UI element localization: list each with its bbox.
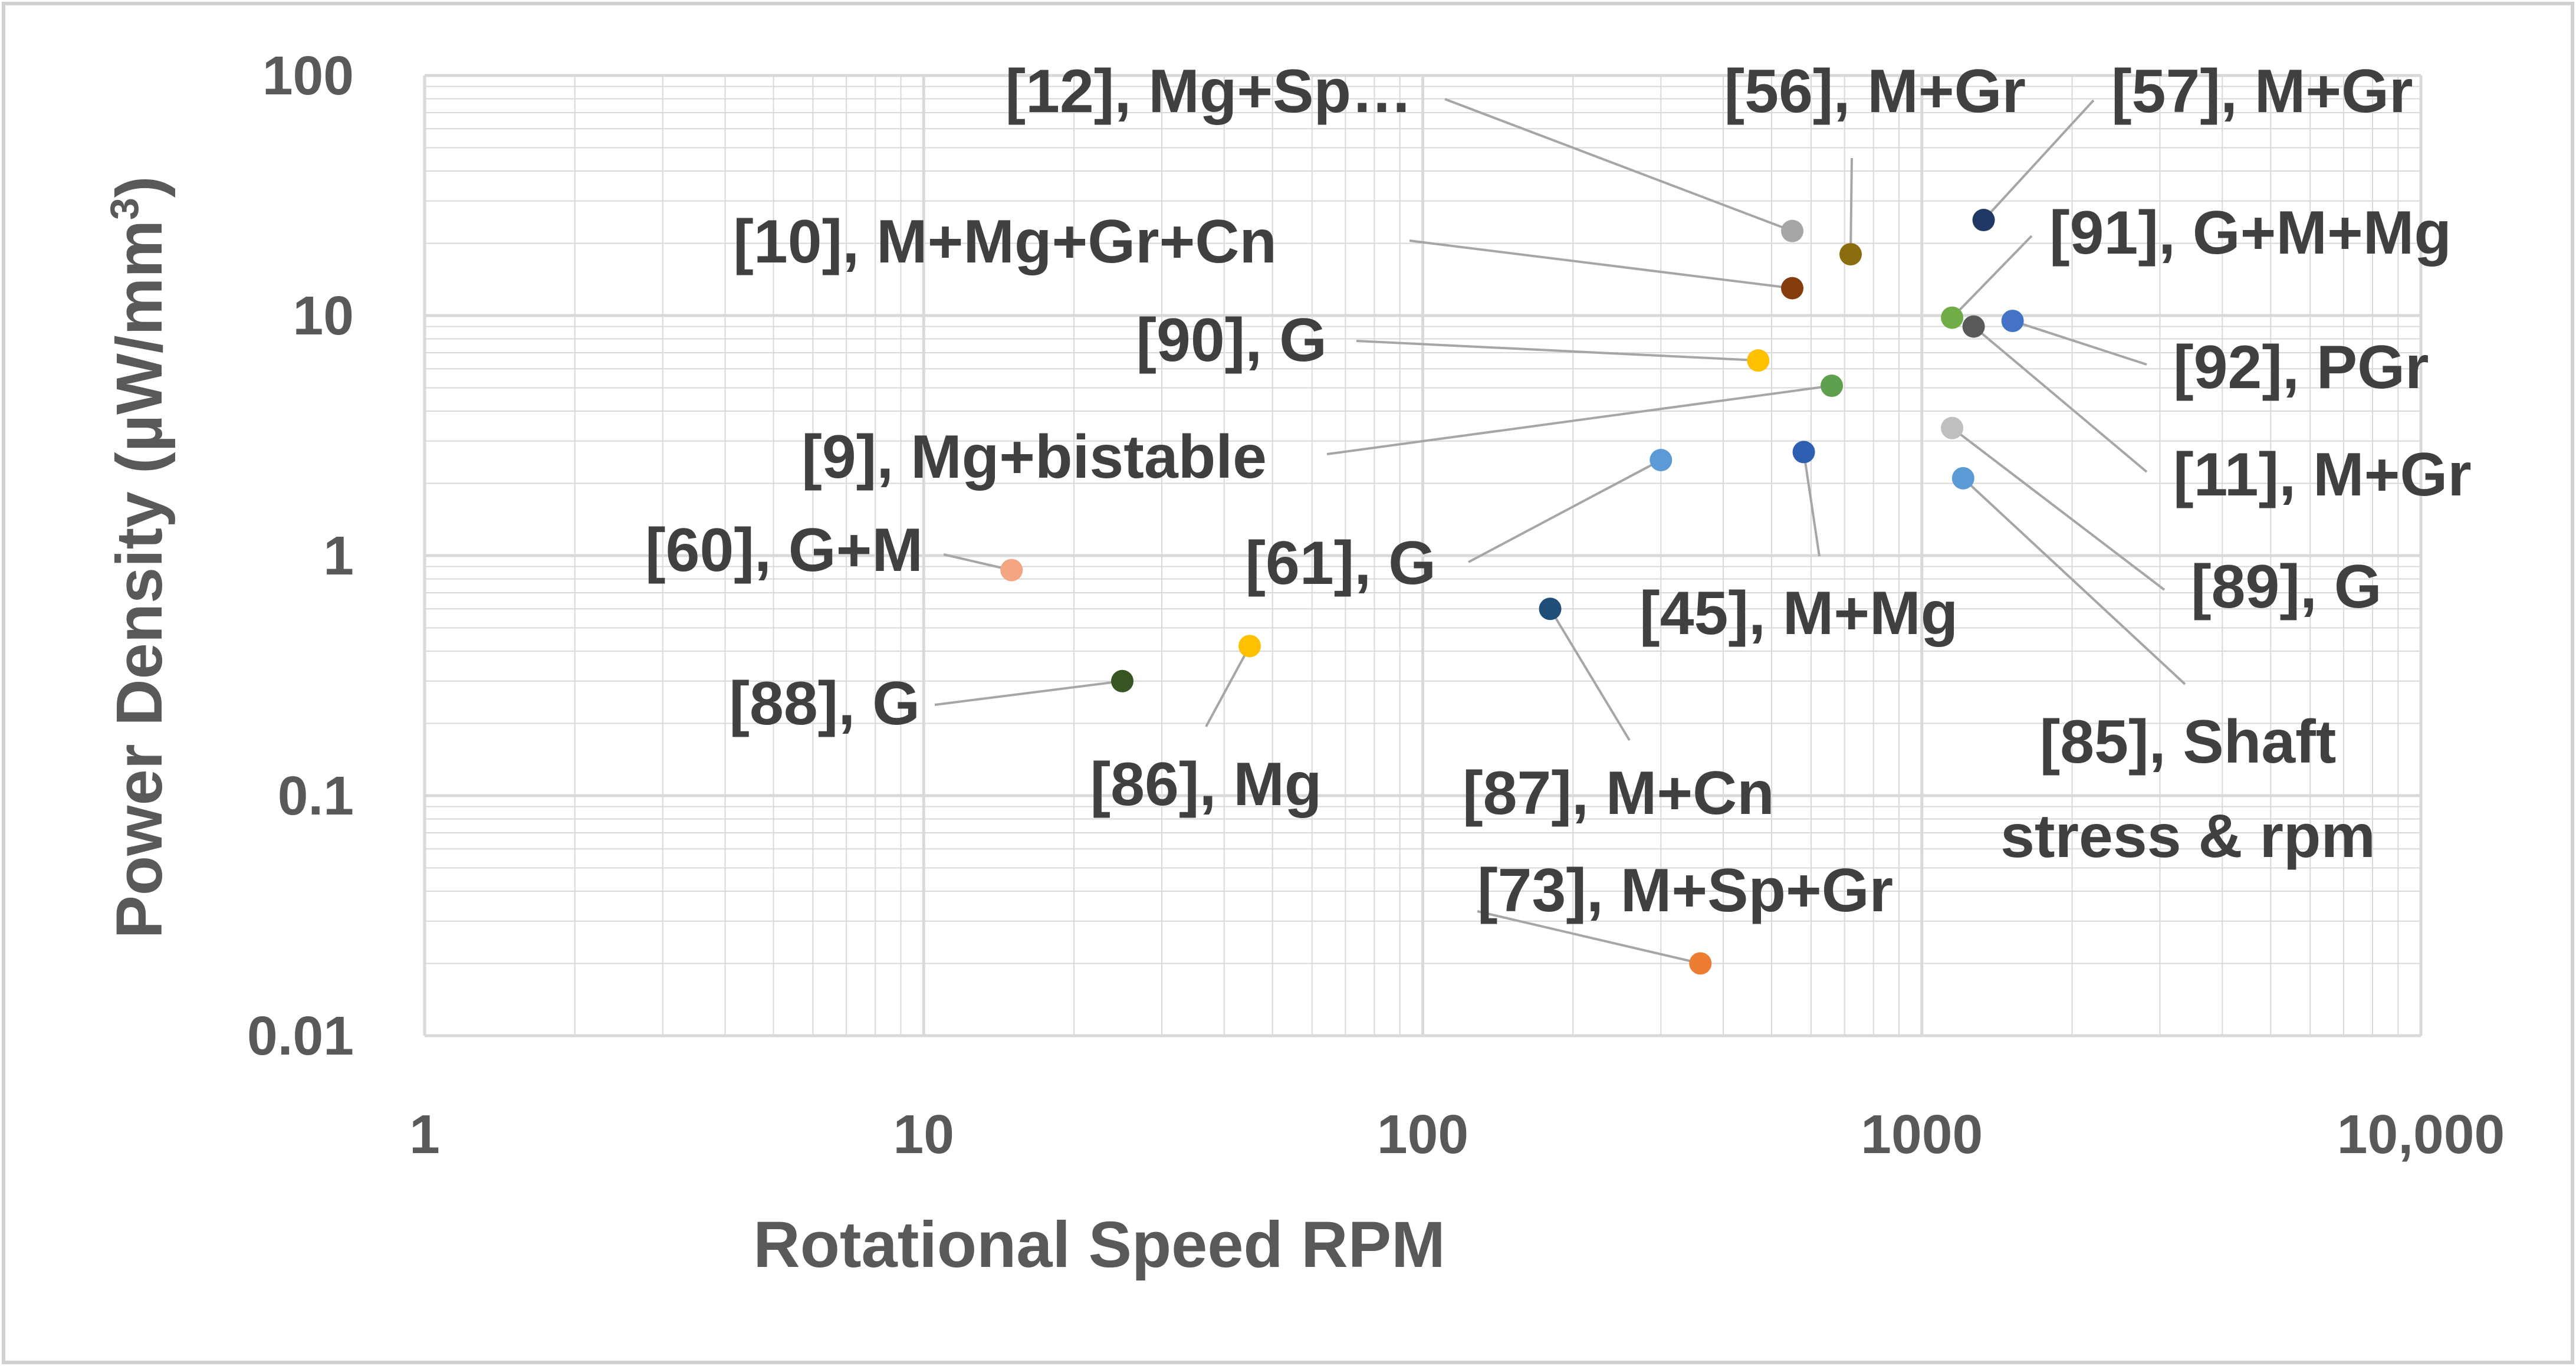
data-point	[1962, 315, 1985, 338]
data-point	[1238, 635, 1261, 658]
x-axis-ticks: 1 10 100 1000 10,000	[409, 1104, 2505, 1165]
y-tick-label: 10	[293, 285, 354, 346]
data-point	[1839, 243, 1862, 266]
data-label-line: [60], G+M	[645, 516, 923, 585]
data-point	[1539, 597, 1562, 620]
data-point	[1111, 669, 1134, 692]
data-label-line: [89], G	[2191, 553, 2382, 621]
data-point	[1781, 219, 1804, 242]
data-label-line: [61], G	[1245, 529, 1436, 597]
data-label: [91], G+M+Mg	[2049, 199, 2452, 267]
data-label-line: [92], PGr	[2173, 333, 2429, 402]
data-label: [85], Shaft stress & rpm	[2000, 708, 2375, 871]
data-label: [12], Mg+Sp…	[1005, 57, 1412, 126]
data-label: [9], Mg+bistable	[801, 423, 1267, 491]
data-label-line: [73], M+Sp+Gr	[1477, 856, 1893, 925]
leader-line	[1962, 477, 2186, 685]
leader-line	[1951, 427, 2166, 591]
data-label-line: [88], G	[729, 669, 920, 738]
data-label-line: [87], M+Cn	[1463, 759, 1775, 828]
data-label: [88], G	[729, 669, 920, 738]
data-label-line: [85], Shaft	[2040, 708, 2337, 776]
data-label-line: [11], M+Gr	[2173, 441, 2472, 509]
y-axis-title: Power Density (µW/mm3)	[102, 176, 176, 938]
x-tick-label: 100	[1377, 1104, 1468, 1165]
x-tick-label: 10,000	[2337, 1104, 2505, 1165]
x-tick-label: 10	[893, 1104, 954, 1165]
data-point	[1000, 559, 1023, 582]
leader-line	[1468, 459, 1662, 563]
y-tick-label: 100	[262, 45, 354, 106]
leader-line	[943, 553, 1012, 572]
data-label-line: [91], G+M+Mg	[2049, 199, 2452, 267]
y-axis-title-superscript: 3	[102, 198, 147, 220]
data-label-line: [12], Mg+Sp…	[1005, 57, 1412, 126]
data-label-line: stress & rpm	[2000, 802, 2375, 871]
y-tick-label: 0.01	[247, 1005, 354, 1066]
data-label: [60], G+M	[645, 516, 923, 585]
data-label: [57], M+Gr	[2111, 57, 2413, 126]
data-label: [92], PGr	[2173, 333, 2429, 402]
leader-line	[1951, 235, 2033, 318]
data-point	[1972, 209, 1995, 232]
data-point	[1821, 375, 1844, 398]
leader-lines	[934, 98, 2186, 965]
data-point	[1792, 441, 1815, 464]
leader-line	[1849, 157, 1853, 255]
leader-line	[1477, 910, 1701, 965]
major-gridlines	[423, 74, 2423, 1037]
leader-line	[1973, 326, 2148, 473]
data-label-line: [10], M+Mg+Gr+Cn	[733, 208, 1277, 276]
data-label: [73], M+Sp+Gr	[1477, 856, 1893, 925]
data-label-line: [86], Mg	[1090, 750, 1322, 819]
data-label: [56], M+Gr	[1724, 57, 2026, 126]
data-label: [11], M+Gr	[2173, 441, 2472, 509]
data-label: [90], G	[1136, 306, 1327, 375]
y-axis-title-close: )	[103, 176, 176, 198]
data-label: [61], G	[1245, 529, 1436, 597]
data-point	[1941, 416, 1964, 439]
data-label: [89], G	[2191, 553, 2382, 621]
data-label-line: [56], M+Gr	[1724, 57, 2026, 126]
data-point	[1951, 467, 1974, 490]
leader-line	[1326, 385, 1832, 455]
data-point	[1650, 449, 1673, 472]
data-point	[1689, 952, 1712, 975]
leader-line	[934, 679, 1123, 706]
data-label-line: [90], G	[1136, 306, 1327, 375]
y-tick-label: 1	[323, 525, 354, 586]
data-point	[2001, 310, 2024, 333]
leader-line	[1983, 99, 2095, 221]
leader-line	[1444, 98, 1793, 232]
data-label-line: [45], M+Mg	[1639, 579, 1958, 648]
data-point	[1747, 349, 1770, 372]
leader-line	[1356, 340, 1759, 362]
data-labels: [12], Mg+Sp… [56], M+Gr [57], M+Gr [10], M+…	[645, 57, 2472, 925]
y-axis-title-main: Power Density (µW/mm	[103, 220, 176, 939]
leader-line	[1802, 452, 1821, 557]
y-tick-label: 0.1	[278, 765, 354, 826]
leader-line	[1409, 239, 1793, 290]
x-axis-title: Rotational Speed RPM	[753, 1209, 1445, 1281]
x-tick-label: 1000	[1861, 1104, 1983, 1165]
leader-line	[1205, 645, 1251, 727]
data-label-line: [57], M+Gr	[2111, 57, 2413, 126]
data-label: [45], M+Mg	[1639, 579, 1958, 648]
data-point	[1941, 306, 1964, 329]
data-label-line: [9], Mg+bistable	[801, 423, 1267, 491]
leader-line	[1549, 608, 1631, 741]
y-axis-ticks: 0.01 0.1 1 10 100	[247, 45, 354, 1066]
x-tick-label: 1	[409, 1104, 440, 1165]
data-label: [10], M+Mg+Gr+Cn	[733, 208, 1277, 276]
data-point	[1781, 277, 1804, 300]
leader-line	[2012, 320, 2147, 366]
data-label: [86], Mg	[1090, 750, 1322, 819]
data-points	[1000, 209, 2024, 975]
data-label: [87], M+Cn	[1463, 759, 1775, 828]
